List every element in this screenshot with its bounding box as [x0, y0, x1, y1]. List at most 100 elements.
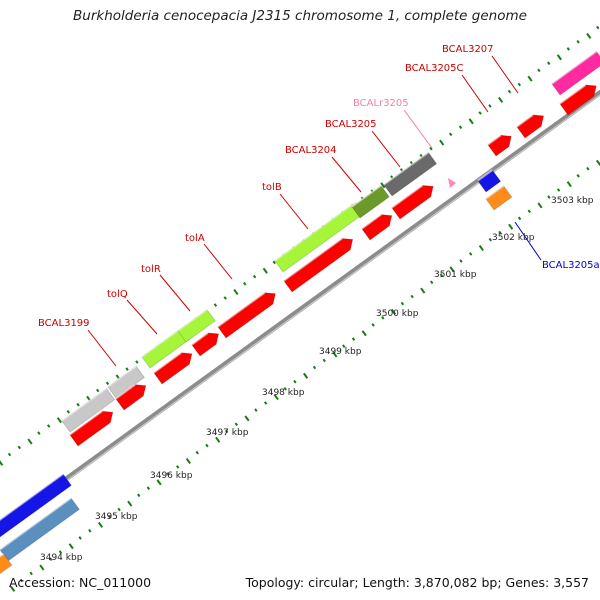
gene-label-bcal3205: BCAL3205 [325, 119, 377, 130]
tick-label: 3495 kbp [95, 512, 138, 522]
gene-block-red-highlight [559, 84, 587, 105]
gene-label-bcalr3205: BCALr3205 [353, 98, 409, 109]
leader-line-bcalr3205 [403, 109, 433, 149]
leader-line-tolq [126, 299, 158, 335]
tick-dot [0, 459, 4, 466]
tick-dot [458, 125, 463, 129]
tick-dot [586, 166, 590, 171]
tick-dot [166, 472, 170, 476]
tick-dot [17, 445, 21, 450]
tick-dot [272, 260, 276, 265]
tick-dot [351, 337, 356, 341]
tick-dot [586, 32, 592, 39]
tick-dot [469, 252, 473, 256]
gene-block-red-highlight [153, 351, 182, 374]
leader-line-bcal3199 [87, 329, 117, 367]
tick-dot [381, 315, 385, 320]
tick-dot [244, 415, 250, 422]
gene-label-bcal3205c: BCAL3205C [405, 63, 464, 74]
tick-dot [507, 89, 512, 94]
tick-dot [566, 181, 572, 188]
gene-label-tola: tolA [185, 233, 205, 244]
tick-dot [215, 436, 221, 443]
leader-line-tolb [279, 193, 309, 230]
tick-dot [332, 351, 338, 358]
tick-dot [410, 294, 414, 299]
map-title: Burkholderia cenocepacia J2315 chromosom… [73, 8, 527, 24]
tick-dot [527, 209, 531, 214]
gene-block-bcal3207-highlight [551, 50, 597, 85]
tick-dot [283, 386, 287, 391]
leader-line-bcal3204 [331, 156, 362, 193]
gene-label-tolq: tolQ [107, 289, 128, 300]
gene-block-bcal3205-highlight [383, 151, 429, 186]
tick-dot [234, 422, 238, 427]
tick-label: 3502 kbp [492, 233, 535, 243]
tick-dot [517, 82, 521, 87]
tick-dot [556, 188, 561, 192]
tick-dot [88, 528, 92, 533]
gene-features [0, 50, 600, 575]
tick-dot [400, 301, 405, 306]
gene-block-bcal3204-highlight [351, 184, 382, 208]
tick-dot [449, 132, 453, 137]
tick-dot [390, 308, 397, 315]
tick-label: 3499 kbp [319, 347, 362, 357]
gene-block-tolr-highlight [177, 308, 208, 332]
gene-label-tolr: tolR [141, 264, 161, 275]
tick-dot [10, 585, 16, 592]
tick-dot [517, 216, 522, 221]
tick-dot [224, 429, 229, 434]
tick-label: 3497 kbp [206, 428, 249, 438]
gene-block-red [115, 384, 147, 411]
tick-dot [78, 536, 82, 540]
gene-block-red-highlight [516, 114, 534, 128]
gene-block-red [559, 84, 597, 116]
tick-dot [478, 244, 484, 252]
tick-dot [27, 438, 33, 445]
tick-dot [176, 465, 180, 469]
tick-dot [273, 394, 279, 401]
tick-dot [537, 68, 541, 73]
tick-dot [47, 424, 51, 428]
tick-dot [556, 54, 562, 61]
tick-label: 3503 kbp [551, 196, 594, 206]
leader-line-bcal3205a [514, 221, 542, 261]
tick-dot [58, 550, 63, 554]
gene-label-bcal3199: BCAL3199 [38, 318, 90, 329]
tick-dot [468, 118, 474, 125]
gene-block-red [487, 134, 512, 157]
tick-label: 3496 kbp [150, 471, 193, 481]
tick-dot [361, 330, 367, 337]
accession-text: Accession: NC_011000 [9, 575, 152, 590]
tick-dot [254, 408, 258, 412]
tick-dot [56, 417, 62, 424]
tick-dot [146, 486, 151, 490]
tick-dot [488, 104, 492, 108]
tick-dot [420, 287, 426, 294]
tick-dot [498, 96, 504, 103]
tick-dot [303, 372, 309, 379]
gene-block-red-highlight [283, 237, 343, 282]
tick-labels: 3494 kbp 3495 kbp 3496 kbp 3497 kbp 3498… [40, 196, 594, 563]
tick-dot [97, 521, 104, 528]
gene-block-tolb-highlight [274, 201, 357, 262]
tick-dot [19, 578, 24, 583]
tick-dot [439, 273, 444, 277]
gene-label-bcal3207: BCAL3207 [442, 44, 494, 55]
gene-block-orange-highlight [485, 184, 505, 200]
tick-dot [478, 111, 482, 115]
tick-dot [596, 25, 600, 30]
tick-label: 3500 kbp [376, 309, 419, 319]
tick-dot [429, 146, 433, 151]
gene-labels: BCAL3199 tolQ tolR tolA tolB BCAL3204 BC… [38, 44, 600, 329]
tick-dot [107, 514, 112, 519]
tick-label: 3501 kbp [434, 270, 477, 280]
tick-dot [233, 288, 239, 296]
tick-dot [223, 296, 227, 300]
tick-dot [137, 493, 141, 498]
tick-dot [135, 360, 139, 364]
tick-dot [293, 379, 297, 384]
genome-summary-text: Topology: circular; Length: 3,870,082 bp… [245, 575, 589, 590]
